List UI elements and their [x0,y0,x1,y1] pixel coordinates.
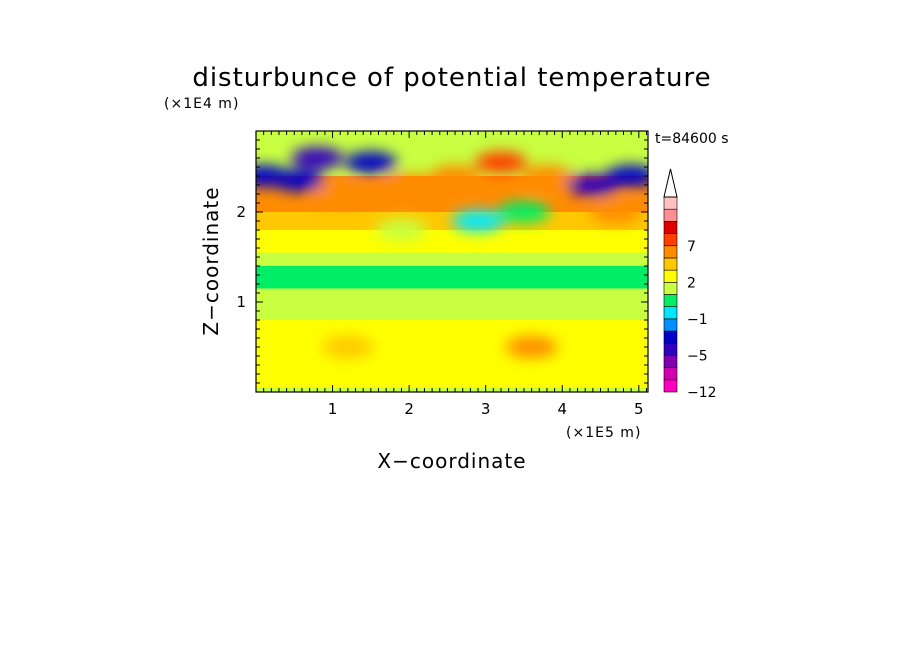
colorbar-swatch [663,196,678,210]
x-tick-label: 4 [557,400,567,418]
colorbar-swatch [663,318,678,332]
colorbar-swatch [663,342,678,356]
colorbar-swatch [663,208,678,222]
field-band-3 [256,288,648,302]
field-anomaly-1 [291,147,344,169]
field-anomaly-16 [321,336,374,358]
colorbar-swatch [663,245,678,259]
field-anomaly-15 [505,336,558,358]
y-axis-unit: (×1E4 m) [164,96,239,112]
colorbar-label: 7 [687,239,696,255]
y-axis: 12 [236,139,648,384]
field-anomalies [256,147,648,358]
field-band-2 [256,302,648,320]
field-band-4 [256,266,648,289]
x-tick-label: 1 [328,400,338,418]
colorbar-label: −1 [687,312,708,328]
field-anomaly-8 [520,165,573,187]
x-tick-label: 2 [404,400,414,418]
colorbar: −12−5−127 [663,168,717,401]
colorbar-swatch [663,221,678,234]
field-anomaly-3 [344,151,397,174]
field-anomaly-12 [256,165,290,187]
field-anomaly-11 [589,201,642,223]
x-axis: 1 2 3 4 5 [263,131,647,418]
field-band-0 [256,387,648,392]
field-anomaly-7 [497,201,550,223]
colorbar-swatch [663,367,678,381]
field-band-6 [256,230,648,253]
field-anomaly-4 [383,174,436,196]
field-anomaly-13 [452,210,505,232]
colorbar-swatch [663,282,678,295]
colorbar-label: −5 [687,348,708,364]
plot-frame [255,130,649,393]
field-anomaly-9 [566,174,619,196]
colorbar-swatch [663,269,678,283]
field-anomaly-10 [605,165,648,187]
field-anomaly-5 [429,165,482,187]
colorbar-swatch [663,294,678,307]
y-axis-label: Z−coordinate [199,186,223,335]
x-tick-label: 5 [634,400,644,418]
x-axis-unit: (×1E5 m) [566,425,641,441]
field-band-7 [256,212,648,230]
colorbar-swatch [663,379,678,393]
plot-area [256,131,648,392]
colorbar-label: 2 [687,275,696,291]
colorbar-extend-arrow [663,168,678,198]
y-tick-label: 1 [236,293,246,311]
colorbar-swatch [663,257,678,271]
field-anomaly-6 [475,151,527,174]
y-tick-label: 2 [236,203,246,221]
colorbar-swatch [663,330,678,344]
colorbar-label: −12 [687,385,717,401]
field-band-1 [256,320,648,388]
colorbar-swatch [663,233,678,247]
field-anomaly-14 [375,219,428,241]
time-label: t=84600 s [655,131,729,147]
field-anomaly-2 [314,183,367,205]
colorbar-swatch [663,355,678,368]
colorbar-swatch [663,306,678,320]
chart-title: disturbunce of potential temperature [192,63,711,93]
field-band-5 [256,252,648,266]
x-tick-label: 3 [481,400,491,418]
x-axis-label: X−coordinate [377,449,526,473]
